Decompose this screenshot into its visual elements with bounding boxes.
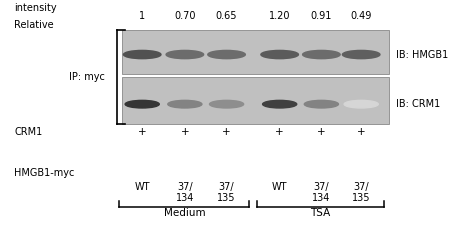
Ellipse shape [166, 50, 204, 59]
Text: Medium: Medium [164, 208, 205, 218]
Ellipse shape [210, 100, 244, 108]
Text: 0.65: 0.65 [216, 11, 237, 21]
Text: HMGB1-myc: HMGB1-myc [14, 168, 74, 178]
Ellipse shape [208, 50, 246, 59]
Ellipse shape [344, 100, 378, 108]
Text: TSA: TSA [310, 208, 330, 218]
Text: 0.70: 0.70 [174, 11, 196, 21]
Text: 0.49: 0.49 [350, 11, 372, 21]
Text: IB: HMGB1: IB: HMGB1 [396, 49, 448, 59]
Ellipse shape [263, 100, 297, 108]
Text: +: + [222, 127, 231, 137]
Ellipse shape [168, 100, 202, 108]
Text: 37/
134: 37/ 134 [312, 182, 330, 203]
Text: +: + [317, 127, 326, 137]
Ellipse shape [304, 100, 338, 108]
Ellipse shape [342, 50, 380, 59]
Text: Relative: Relative [14, 20, 54, 30]
Ellipse shape [302, 50, 340, 59]
Text: +: + [138, 127, 146, 137]
Text: 37/
135: 37/ 135 [352, 182, 371, 203]
Text: 37/
135: 37/ 135 [217, 182, 236, 203]
Text: CRM1: CRM1 [14, 127, 43, 137]
Text: 1: 1 [139, 11, 145, 21]
Text: WT: WT [135, 182, 150, 192]
Bar [122, 30, 389, 74]
Text: +: + [357, 127, 365, 137]
Text: 1.20: 1.20 [269, 11, 291, 21]
Text: +: + [275, 127, 284, 137]
Ellipse shape [125, 100, 159, 108]
Text: intensity: intensity [14, 3, 57, 13]
Bar [122, 77, 389, 124]
Ellipse shape [123, 50, 161, 59]
Text: 37/
134: 37/ 134 [176, 182, 194, 203]
Text: 0.91: 0.91 [310, 11, 332, 21]
Text: IB: CRM1: IB: CRM1 [396, 99, 440, 109]
Ellipse shape [261, 50, 299, 59]
Text: +: + [181, 127, 189, 137]
Text: IP: myc: IP: myc [69, 72, 105, 82]
Text: WT: WT [272, 182, 287, 192]
